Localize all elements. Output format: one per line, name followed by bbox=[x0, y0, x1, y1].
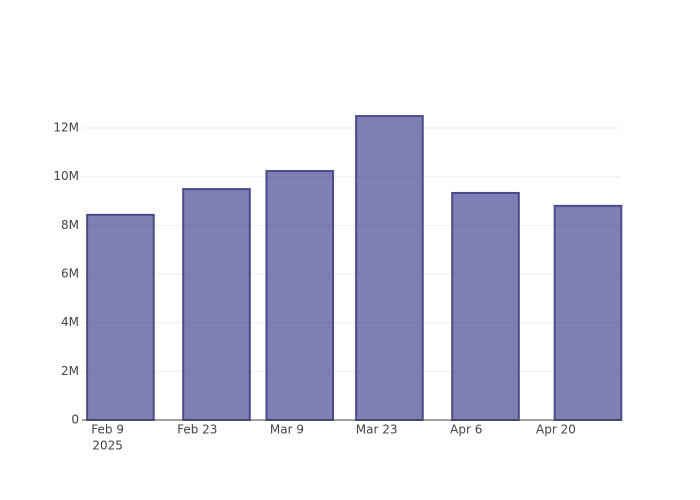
y-tick-label: 2M bbox=[61, 364, 79, 378]
x-tick-label: Mar 9 bbox=[270, 423, 304, 437]
x-tick-label: Mar 23 bbox=[356, 423, 398, 437]
y-tick-label: 8M bbox=[61, 218, 79, 232]
x-tick-label: Apr 6 bbox=[450, 423, 482, 437]
bar bbox=[182, 188, 251, 421]
x-tick-label: Apr 20 bbox=[536, 423, 576, 437]
bar bbox=[86, 213, 155, 421]
x-year-label: 2025 bbox=[92, 439, 123, 453]
y-tick-label: 0 bbox=[71, 413, 79, 427]
grid-layer bbox=[82, 127, 620, 421]
bar bbox=[451, 191, 520, 421]
y-tick-label: 6M bbox=[61, 266, 79, 280]
x-tick-label: Feb 23 bbox=[177, 423, 217, 437]
bar bbox=[355, 115, 424, 422]
y-tick-label: 12M bbox=[53, 120, 79, 134]
y-tick-label: 4M bbox=[61, 315, 79, 329]
bar bbox=[553, 204, 623, 421]
bar-layer bbox=[86, 115, 623, 422]
bar bbox=[265, 170, 335, 421]
x-tick-label: Feb 9 bbox=[91, 423, 124, 437]
y-tick-label: 10M bbox=[53, 169, 79, 183]
